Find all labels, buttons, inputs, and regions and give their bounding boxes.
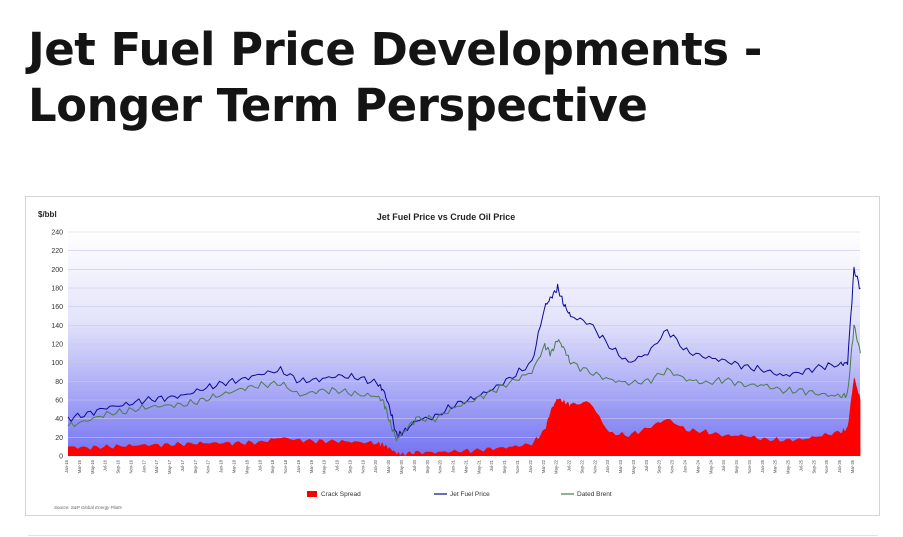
x-tick-label: May-19 [322, 459, 327, 474]
y-tick-label: 60 [55, 398, 63, 405]
x-tick-label: Jan-26 [837, 459, 842, 472]
x-tick-label: Jan-21 [451, 459, 456, 472]
y-tick-label: 80 [55, 379, 63, 386]
series-crack-spread-area [68, 377, 861, 456]
x-tick-label: Jul-19 [335, 459, 340, 471]
x-tick-label: Mar-22 [541, 459, 546, 473]
y-tick-labels: 0 20 40 60 80 100 120 140 160 180 200 220 240 [51, 230, 63, 461]
x-tick-label: Nov-23 [670, 459, 675, 473]
legend-swatch-crack-spread [307, 491, 317, 497]
page-title: Jet Fuel Price Developments - Longer Ter… [28, 22, 888, 134]
x-tick-label: Nov-17 [206, 459, 211, 473]
x-tick-label: Jul-18 [257, 459, 262, 471]
legend: Crack Spread Jet Fuel Price Dated Brent [307, 491, 612, 498]
x-tick-label: Mar-17 [154, 459, 159, 473]
x-tick-label: Jul-16 [103, 459, 108, 471]
source-note: Source: S&P Global Energy Platts [54, 505, 123, 510]
x-tick-label: May-20 [399, 459, 404, 474]
y-tick-label: 200 [51, 267, 63, 274]
x-tick-label: May-23 [631, 459, 636, 474]
x-tick-label: Sep-25 [811, 459, 816, 473]
x-tick-label: Nov-18 [283, 459, 288, 473]
x-tick-label: Nov-21 [515, 459, 520, 473]
x-tick-label: Nov-20 [438, 459, 443, 473]
x-tick-label: Mar-18 [232, 459, 237, 473]
x-tick-label: Sep-17 [193, 459, 198, 473]
x-tick-label: Jan-19 [296, 459, 301, 472]
y-tick-label: 120 [51, 342, 63, 349]
series-layer [67, 266, 861, 456]
x-tick-label: Mar-26 [850, 459, 855, 473]
x-tick-label: May-25 [786, 459, 791, 474]
x-tick-label: Sep-23 [657, 459, 662, 473]
legend-label: Jet Fuel Price [450, 491, 490, 498]
x-tick-label: May-24 [708, 459, 713, 474]
bottom-divider [28, 535, 878, 536]
x-tick-label: Mar-23 [618, 459, 623, 473]
x-tick-label: Sep-24 [734, 459, 739, 473]
y-tick-label: 20 [55, 435, 63, 442]
y-tick-label: 140 [51, 323, 63, 330]
y-tick-label: 40 [55, 416, 63, 423]
x-tick-label: May-16 [90, 459, 95, 474]
x-tick-label: Sep-20 [425, 459, 430, 473]
x-tick-label: Mar-25 [773, 459, 778, 473]
x-tick-label: Jan-17 [141, 459, 146, 472]
y-tick-label: 180 [51, 286, 63, 293]
page-title-line-2: Longer Term Perspective [28, 79, 648, 132]
x-tick-label: May-22 [554, 459, 559, 474]
x-tick-label: Nov-24 [747, 459, 752, 473]
chart-title: Jet Fuel Price vs Crude Oil Price [377, 212, 516, 222]
x-tick-label: May-21 [476, 459, 481, 474]
x-tick-label: Jul-24 [721, 459, 726, 471]
x-tick-label: Jul-21 [489, 459, 494, 471]
y-axis-label: $/bbl [38, 210, 57, 219]
x-tick-label: Jan-18 [219, 459, 224, 472]
x-tick-labels: Jan-16 Mar-16 May-16 Jul-16 Sep-16 Nov-16 Jan-… [64, 459, 855, 474]
jet-fuel-chart: 0 20 40 60 80 100 120 140 160 180 200 220 240 Jan-16… [38, 210, 861, 510]
x-tick-label: Jul-20 [412, 459, 417, 471]
x-tick-label: Mar-16 [77, 459, 82, 473]
x-tick-label: Jul-25 [798, 459, 803, 471]
x-tick-label: Jan-24 [682, 459, 687, 472]
x-tick-label: Sep-16 [116, 459, 121, 473]
series-dated-brent-line [67, 324, 861, 442]
gridlines [68, 231, 860, 457]
series-jet-fuel-price-line [67, 266, 861, 439]
chart-frame: 0 20 40 60 80 100 120 140 160 180 200 220 240 Jan-16… [25, 196, 880, 516]
x-tick-label: Mar-24 [695, 459, 700, 473]
x-tick-label: Sep-19 [347, 459, 352, 473]
x-tick-label: Mar-19 [309, 459, 314, 473]
x-tick-label: May-17 [167, 459, 172, 474]
x-tick-label: Jul-23 [644, 459, 649, 471]
y-tick-label: 100 [51, 360, 63, 367]
legend-label: Dated Brent [577, 491, 612, 498]
x-tick-label: Nov-25 [824, 459, 829, 473]
x-tick-label: Nov-16 [128, 459, 133, 473]
page-title-line-1: Jet Fuel Price Developments - [28, 23, 762, 76]
x-tick-label: Nov-19 [360, 459, 365, 473]
y-tick-label: 240 [51, 230, 63, 237]
x-tick-label: Jan-25 [760, 459, 765, 472]
x-tick-label: Sep-22 [579, 459, 584, 473]
x-tick-label: Mar-21 [463, 459, 468, 473]
x-tick-label: Jul-17 [180, 459, 185, 471]
legend-label: Crack Spread [321, 491, 361, 498]
x-tick-label: Jan-16 [64, 459, 69, 472]
y-tick-label: 160 [51, 304, 63, 311]
x-tick-label: May-18 [244, 459, 249, 474]
x-tick-label: Nov-22 [592, 459, 597, 473]
x-tick-label: Jul-22 [567, 459, 572, 471]
x-tick-label: Jan-22 [528, 459, 533, 472]
x-tick-label: Mar-20 [386, 459, 391, 473]
y-tick-label: 0 [59, 454, 63, 461]
y-tick-label: 220 [51, 248, 63, 255]
x-tick-label: Sep-21 [502, 459, 507, 473]
x-tick-label: Jan-20 [373, 459, 378, 472]
x-tick-label: Sep-18 [270, 459, 275, 473]
x-tick-label: Jan-23 [605, 459, 610, 472]
